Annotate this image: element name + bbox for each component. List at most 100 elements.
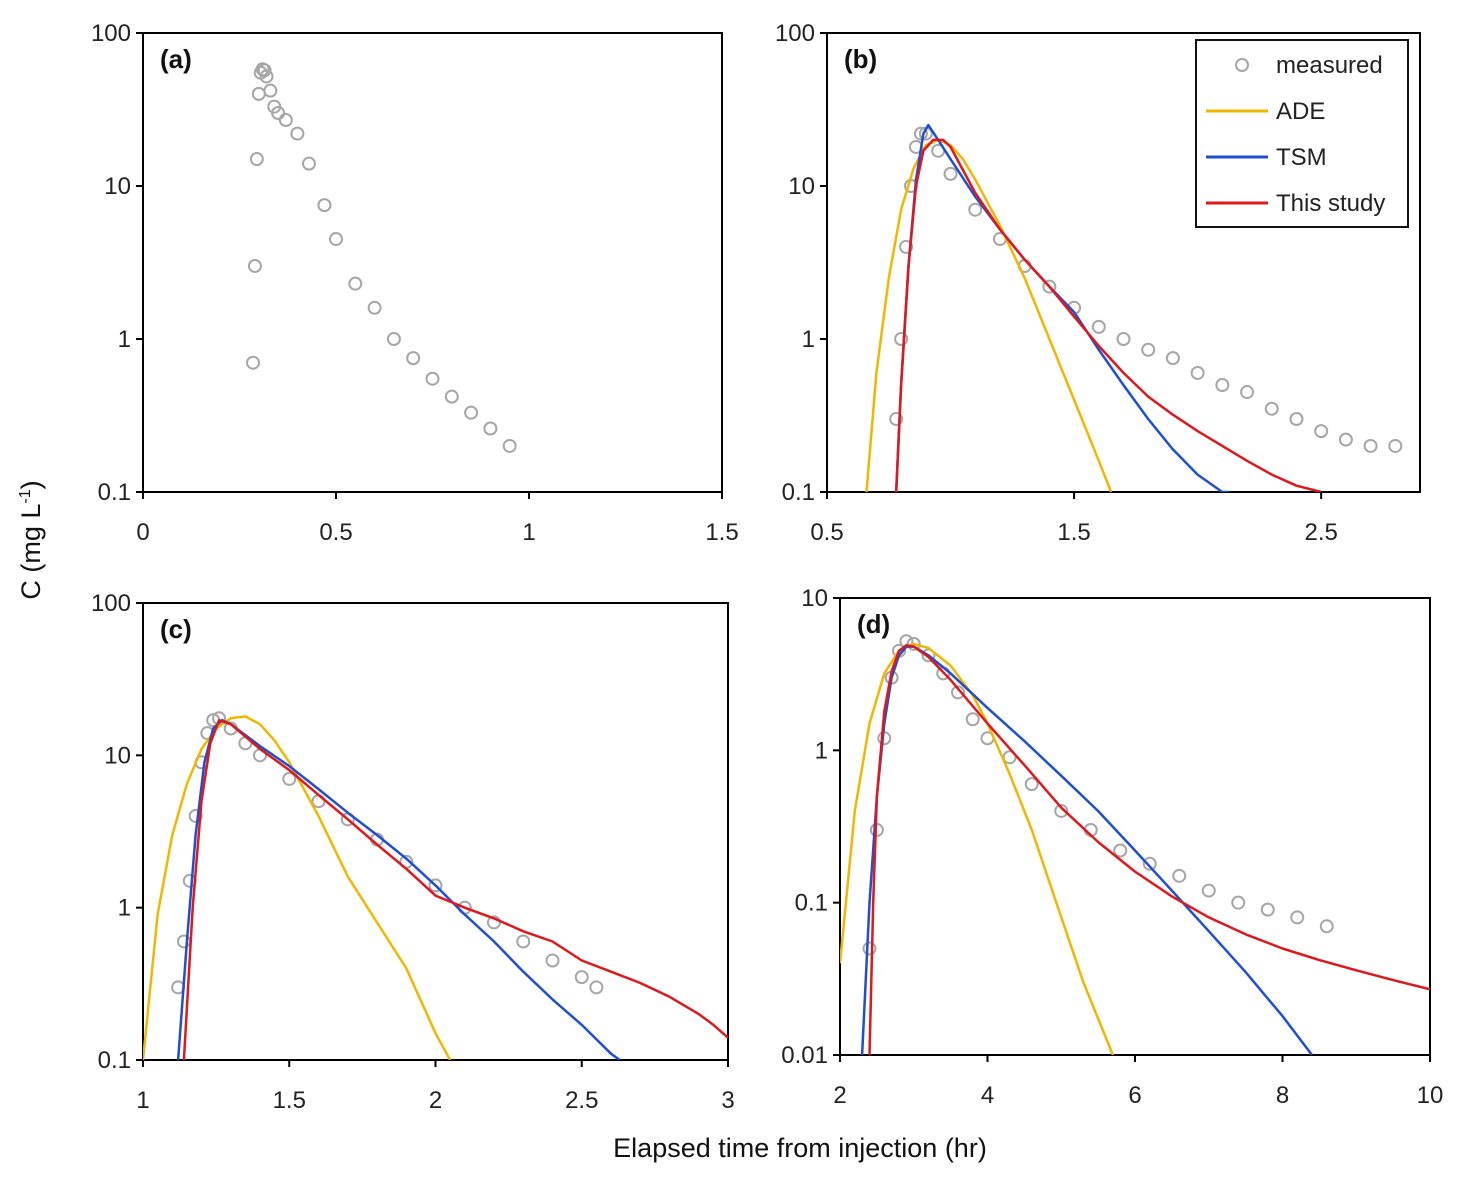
this-study-line bbox=[182, 718, 728, 1060]
measured-point bbox=[574, 970, 589, 985]
plot-frame-b bbox=[826, 32, 1421, 493]
measured-point bbox=[1142, 856, 1157, 871]
legend-label-tsm: TSM bbox=[1276, 144, 1327, 171]
y-tick-label: 0.1 bbox=[98, 1047, 131, 1074]
measured-point bbox=[906, 636, 921, 651]
measured-point bbox=[188, 808, 203, 823]
measured-point bbox=[406, 351, 421, 366]
panel-label: (c) bbox=[160, 614, 192, 644]
plot-area-d bbox=[840, 634, 1430, 1055]
measured-point bbox=[1290, 910, 1305, 925]
y-tick-label: 1 bbox=[815, 737, 828, 764]
y-tick-label: 0.1 bbox=[782, 479, 815, 506]
plot-frame-c bbox=[142, 602, 729, 1061]
measured-point bbox=[1319, 919, 1334, 934]
measured-point bbox=[367, 300, 382, 315]
measured-point bbox=[1091, 319, 1106, 334]
plot-area-a bbox=[246, 62, 517, 453]
x-axis-title: Elapsed time from injection (hr) bbox=[613, 1133, 987, 1163]
measured-point bbox=[1172, 868, 1187, 883]
measured-point bbox=[502, 438, 517, 453]
this-study-line bbox=[894, 138, 1322, 492]
measured-point bbox=[894, 332, 909, 346]
measured-point bbox=[1054, 803, 1069, 818]
tsm-line bbox=[860, 645, 1313, 1055]
panel-label: (a) bbox=[160, 44, 192, 74]
measured-point bbox=[1190, 365, 1205, 380]
measured-point bbox=[348, 276, 363, 291]
measured-point bbox=[282, 771, 297, 786]
measured-point bbox=[1042, 279, 1057, 294]
y-tick-label: 100 bbox=[91, 590, 131, 617]
y-tick-label: 100 bbox=[775, 20, 815, 47]
measured-point bbox=[249, 152, 264, 167]
measured-point bbox=[259, 69, 274, 84]
measured-point bbox=[1314, 424, 1329, 439]
measured-point bbox=[951, 685, 965, 700]
tsm-line bbox=[176, 718, 621, 1060]
measured-point bbox=[1231, 895, 1246, 910]
measured-point bbox=[1024, 777, 1039, 792]
y-tick-label: 10 bbox=[801, 585, 828, 612]
legend-label-ade: ADE bbox=[1276, 98, 1325, 125]
measured-point bbox=[251, 86, 266, 101]
panel-d: 0.01 0.1 1 10 2 4 6 8 10 (d) bbox=[781, 585, 1443, 1109]
measured-point bbox=[247, 259, 262, 274]
measured-point bbox=[1141, 342, 1156, 357]
measured-point bbox=[1215, 378, 1230, 393]
measured-point bbox=[444, 389, 459, 404]
measured-point bbox=[1116, 332, 1131, 346]
y-axis-title: C (mg L-1) bbox=[16, 480, 46, 599]
measured-point bbox=[899, 239, 914, 254]
ade-line bbox=[143, 715, 452, 1060]
measured-point bbox=[271, 106, 286, 121]
measured-point bbox=[246, 355, 261, 370]
x-tick-label: 4 bbox=[981, 1082, 994, 1109]
y-tick-label: 10 bbox=[788, 173, 815, 200]
measured-point bbox=[1165, 351, 1180, 366]
x-tick-label: 2 bbox=[833, 1082, 846, 1109]
measured-point bbox=[483, 421, 498, 436]
measured-point bbox=[589, 980, 604, 995]
measured-point bbox=[257, 63, 272, 78]
measured-point bbox=[1338, 432, 1353, 447]
measured-point bbox=[913, 126, 928, 141]
x-tick-label: 0.5 bbox=[319, 519, 352, 546]
x-tick-label: 10 bbox=[1417, 1082, 1444, 1109]
measured-point bbox=[428, 878, 443, 893]
this-study-line bbox=[868, 643, 1430, 1055]
measured-point bbox=[425, 371, 440, 386]
x-tick-label: 2.5 bbox=[565, 1087, 598, 1114]
measured-point bbox=[1240, 385, 1255, 400]
legend: measured ADE TSM This study bbox=[1195, 39, 1409, 228]
x-tick-label: 2 bbox=[429, 1087, 442, 1114]
plot-frame-a bbox=[142, 32, 723, 493]
measured-point bbox=[545, 953, 560, 968]
y-tick-label: 1 bbox=[802, 326, 815, 353]
y-tick-label: 1 bbox=[118, 895, 131, 922]
measured-point bbox=[1363, 438, 1378, 453]
y-tick-label: 100 bbox=[91, 20, 131, 47]
y-tick-label: 0.01 bbox=[781, 1042, 828, 1069]
x-tick-label: 8 bbox=[1276, 1082, 1289, 1109]
measured-point bbox=[329, 232, 343, 247]
measured-point bbox=[943, 166, 958, 181]
measured-point bbox=[889, 412, 904, 427]
x-tick-label: 1.5 bbox=[1057, 519, 1090, 546]
measured-point bbox=[1264, 401, 1279, 416]
x-tick-label: 1 bbox=[522, 519, 535, 546]
measured-point bbox=[278, 113, 293, 128]
tsm-line bbox=[894, 123, 1230, 492]
measured-point bbox=[1260, 902, 1275, 917]
measured-point bbox=[290, 126, 305, 141]
measured-point bbox=[965, 712, 980, 727]
measured-point bbox=[516, 934, 531, 949]
legend-box bbox=[1195, 39, 1409, 228]
x-tick-label: 2.5 bbox=[1304, 519, 1337, 546]
panel-a: 0.1 1 10 100 0 0.5 1 1.5 (a) bbox=[91, 20, 739, 546]
panel-b: 0.1 1 10 100 0.5 1.5 2.5 (b) bbox=[775, 20, 1421, 546]
measured-point bbox=[464, 405, 479, 420]
x-tick-label: 6 bbox=[1128, 1082, 1141, 1109]
